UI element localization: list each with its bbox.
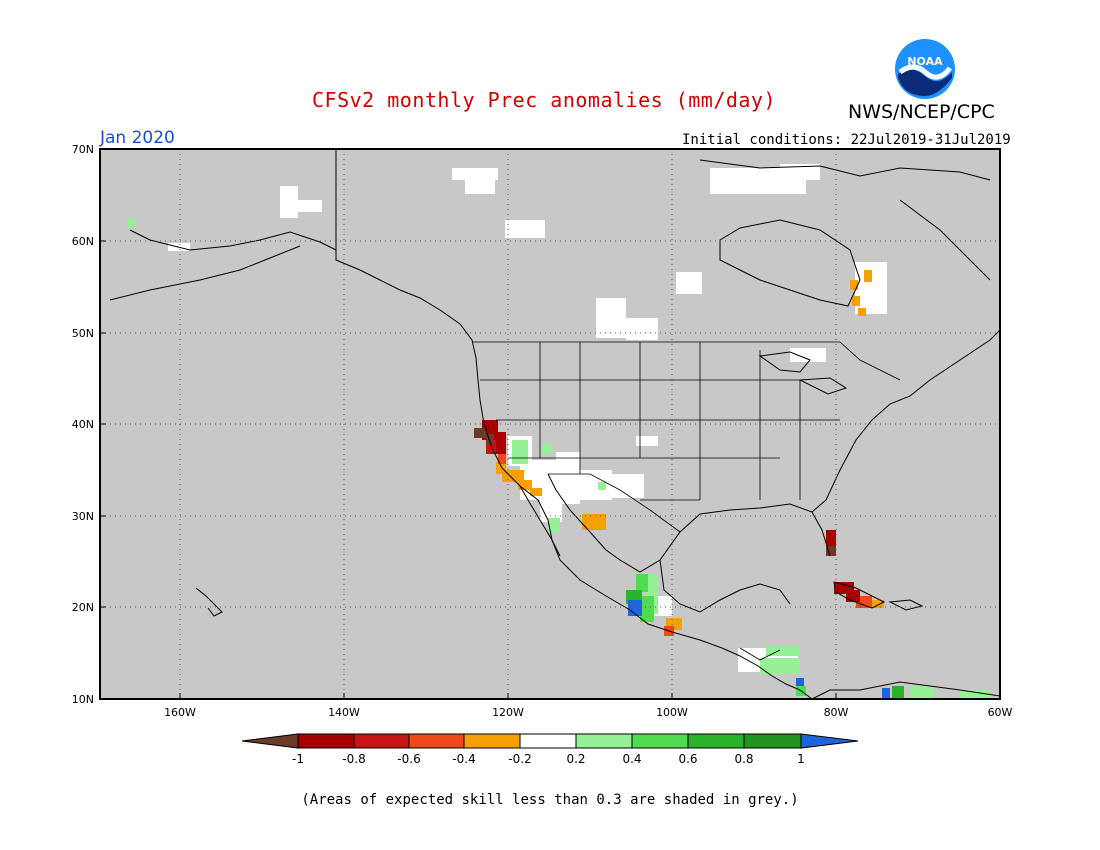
colorbar-bin <box>297 733 355 749</box>
graticule <box>100 149 1000 699</box>
organization-label: NWS/NCEP/CPC <box>848 101 995 123</box>
lon-label-80w: 80W <box>823 706 849 719</box>
colorbar-bin <box>687 733 745 749</box>
colorbar-tick-label: -1 <box>292 752 304 766</box>
lat-label-10n: 10N <box>71 693 94 706</box>
initial-conditions-label: Initial conditions: 22Jul2019-31Jul2019 <box>682 132 1011 148</box>
colorbar-tick-label: 1 <box>797 752 805 766</box>
lat-label-70n: 70N <box>71 143 94 156</box>
colorbar-tick-label: -0.2 <box>508 752 532 766</box>
colorbar-tick-label: -0.6 <box>397 752 421 766</box>
colorbar-tick-label: 0.6 <box>678 752 698 766</box>
noaa-logo: NOAA <box>894 38 956 100</box>
anomaly-map <box>99 148 1001 749</box>
colorbar-tick-label: 0.8 <box>734 752 754 766</box>
lat-label-30n: 30N <box>71 510 94 523</box>
tick-marks <box>100 148 837 699</box>
colorbar-tick-label: 0.4 <box>622 752 642 766</box>
colorbar-bin <box>463 733 521 749</box>
colorbar-bin <box>353 733 410 749</box>
colorbar-bin <box>519 733 577 749</box>
colorbar-tick-label: -0.4 <box>452 752 476 766</box>
colorbar <box>241 733 859 749</box>
colorbar-lower-arrow <box>241 733 299 749</box>
lon-label-140w: 140W <box>328 706 360 719</box>
colorbar-tick-label: 0.2 <box>566 752 586 766</box>
logo-text: NOAA <box>907 55 943 68</box>
colorbar-bin <box>743 733 802 749</box>
lat-label-20n: 20N <box>71 601 94 614</box>
colorbar-bin <box>408 733 465 749</box>
lon-label-160w: 160W <box>164 706 196 719</box>
lon-label-120w: 120W <box>492 706 524 719</box>
lat-label-40n: 40N <box>71 418 94 431</box>
valid-month-label: Jan 2020 <box>100 128 175 148</box>
colorbar-bin <box>631 733 689 749</box>
political-borders <box>472 341 901 661</box>
chart-title: CFSv2 monthly Prec anomalies (mm/day) <box>312 88 777 112</box>
coastlines <box>109 150 1001 700</box>
lon-label-60w: 60W <box>987 706 1013 719</box>
colorbar-bin <box>575 733 633 749</box>
lon-label-100w: 100W <box>656 706 688 719</box>
skill-footnote: (Areas of expected skill less than 0.3 a… <box>301 792 799 808</box>
lat-label-50n: 50N <box>71 327 94 340</box>
lat-label-60n: 60N <box>71 235 94 248</box>
colorbar-tick-label: -0.8 <box>342 752 366 766</box>
colorbar-upper-arrow <box>800 733 859 749</box>
